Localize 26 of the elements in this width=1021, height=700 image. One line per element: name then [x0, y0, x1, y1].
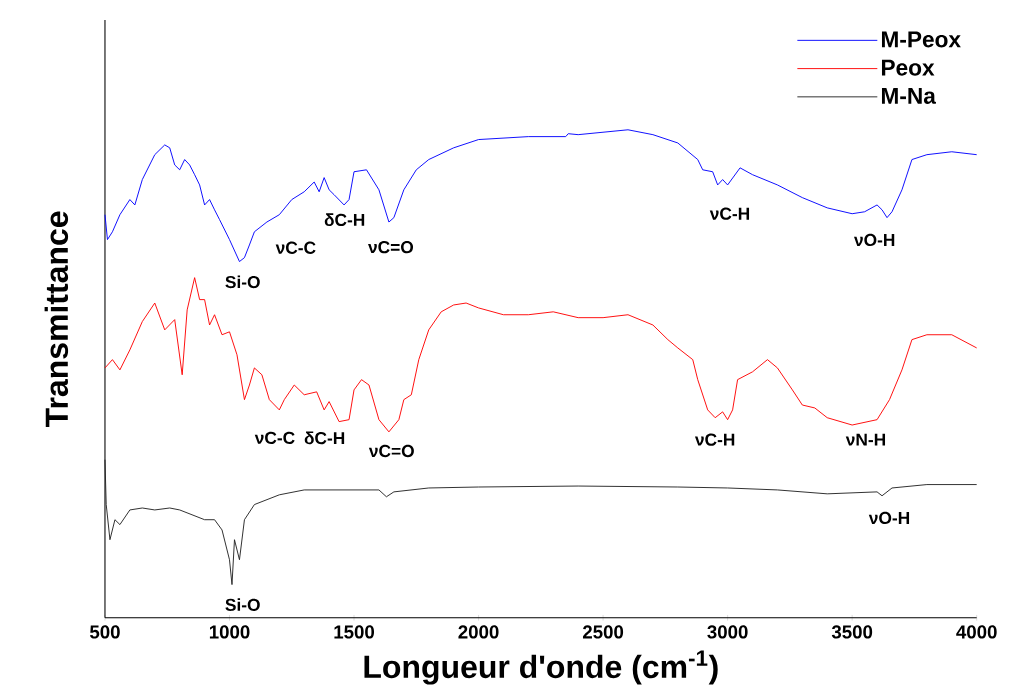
- annotation: Si-O: [225, 598, 260, 612]
- annotation: δC-H: [304, 431, 345, 445]
- legend-label: M-Na: [881, 88, 936, 104]
- x-tick-label: 3000: [707, 625, 748, 639]
- x-tick-label: 3500: [831, 625, 873, 639]
- x-axis-title: Longueur d'onde (cm$^{-1}$): [364, 650, 718, 685]
- annotation: νC-C: [275, 241, 316, 254]
- legend-label: M-Peox: [881, 31, 961, 48]
- annotation: νC=O: [368, 241, 414, 254]
- annotation: νC-H: [694, 433, 735, 446]
- annotation: νC=O: [368, 444, 414, 458]
- y-axis-title: Transmittance: [44, 211, 69, 428]
- x-tick-label: 2000: [458, 625, 499, 639]
- annotation: Si-O: [225, 275, 260, 289]
- annotation: νN-H: [845, 433, 886, 446]
- x-tick-label: 500: [89, 625, 120, 639]
- annotation: δC-H: [324, 213, 365, 227]
- annotation: νC-H: [709, 207, 750, 220]
- legend-label: Peox: [881, 59, 935, 76]
- annotation: νO-H: [868, 511, 910, 525]
- x-tick-label: 1000: [209, 625, 250, 639]
- x-tick-label: 4000: [956, 625, 997, 639]
- annotation: νC-C: [254, 431, 295, 445]
- annotation: νO-H: [853, 233, 895, 247]
- x-tick-label: 2500: [582, 625, 624, 639]
- x-tick-label: 1500: [334, 625, 375, 639]
